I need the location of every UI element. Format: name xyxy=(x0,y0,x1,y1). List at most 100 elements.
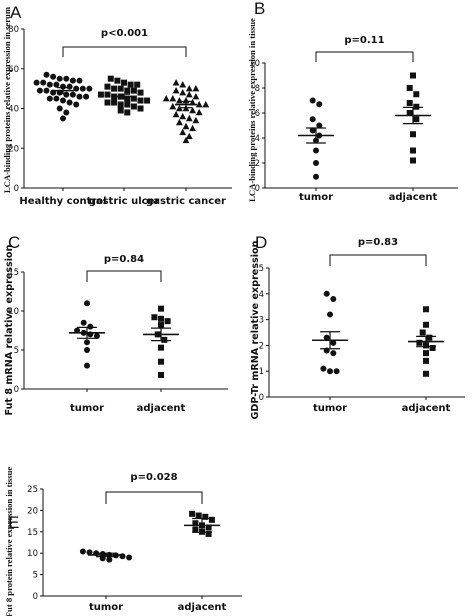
y-axis-label: LCA-binding proteins relative expression… xyxy=(247,18,257,202)
data-point-square xyxy=(429,344,436,351)
y-tick-label: 20 xyxy=(8,144,19,154)
data-point-square xyxy=(426,334,433,341)
data-point-circle xyxy=(80,319,87,326)
y-tick-label: 10 xyxy=(8,307,19,317)
data-point-square xyxy=(117,107,124,114)
data-point-circle xyxy=(316,101,323,108)
data-point-circle xyxy=(43,71,50,78)
p-value-label: p=0.028 xyxy=(130,472,177,483)
data-point-circle xyxy=(313,173,319,180)
data-point-triangle xyxy=(182,136,190,144)
significance-bracket xyxy=(62,46,187,57)
data-point-circle xyxy=(46,95,53,102)
data-point-circle xyxy=(53,81,60,88)
data-point-square xyxy=(104,99,111,106)
data-point-circle xyxy=(66,83,73,90)
data-point-square xyxy=(158,305,164,312)
category-label: tumor xyxy=(70,403,104,414)
data-point-circle xyxy=(76,93,83,100)
data-point-circle xyxy=(60,115,66,122)
data-point-circle xyxy=(323,334,330,341)
data-point-square xyxy=(208,516,215,523)
data-point-triangle xyxy=(182,122,190,130)
data-point-triangle xyxy=(192,92,200,100)
y-axis-label: Fut 8 protein relative expression in tis… xyxy=(4,467,14,616)
data-point-square xyxy=(410,147,416,154)
data-point-square xyxy=(406,110,413,116)
y-axis-label: GDP-Tr mRNA relative expression xyxy=(250,240,261,419)
data-point-triangle xyxy=(189,124,196,132)
data-point-square xyxy=(114,77,121,84)
data-point-circle xyxy=(87,323,94,330)
data-point-square xyxy=(121,79,127,86)
data-point-triangle xyxy=(176,96,183,104)
data-point-circle xyxy=(93,332,100,339)
data-point-circle xyxy=(56,75,63,82)
data-point-circle xyxy=(33,79,40,86)
category-label: Healthy control xyxy=(19,196,106,207)
y-tick-label: 8 xyxy=(255,84,260,94)
y-tick-label: 2 xyxy=(255,159,260,169)
data-point-circle xyxy=(119,553,126,560)
y-tick-label: 0 xyxy=(14,385,19,395)
data-point-circle xyxy=(76,77,83,84)
category-label: gastric cancer xyxy=(146,196,226,207)
data-point-triangle xyxy=(192,116,200,124)
y-tick-label: 0 xyxy=(14,184,19,194)
data-point-circle xyxy=(69,91,76,98)
data-point-circle xyxy=(309,116,316,123)
y-tick-label: 4 xyxy=(259,290,264,300)
data-point-triangle xyxy=(179,112,187,120)
data-point-square xyxy=(137,97,144,104)
panel-e: E 0 5 10 15 20 25 Fut 8 protein relative expres… xyxy=(4,467,242,616)
data-point-square xyxy=(202,513,209,520)
data-point-triangle xyxy=(189,106,196,114)
category-label: adjacent xyxy=(402,403,451,414)
data-point-triangle xyxy=(185,85,193,92)
data-point-circle xyxy=(330,339,337,346)
data-point-square xyxy=(192,520,199,527)
data-point-circle xyxy=(84,362,90,369)
y-tick-label: 4 xyxy=(255,134,260,144)
y-axis-label: Fut 8 mRNA relative expression xyxy=(4,244,15,415)
data-point-circle xyxy=(69,77,76,84)
category-label: gastric ulcer xyxy=(89,196,160,207)
data-point-square xyxy=(419,329,426,336)
data-point-square xyxy=(158,371,164,378)
y-tick-label: 0 xyxy=(259,393,264,403)
significance-bracket xyxy=(86,270,162,282)
y-tick-label: 10 xyxy=(27,549,38,559)
data-point-circle xyxy=(316,122,323,129)
data-point-triangle xyxy=(176,104,183,112)
data-point-triangle xyxy=(179,89,187,96)
data-point-triangle xyxy=(172,110,180,118)
panel-letter: B xyxy=(254,0,265,18)
data-point-square xyxy=(423,370,429,377)
data-point-square xyxy=(107,75,114,82)
data-point-circle xyxy=(333,368,340,375)
data-point-square xyxy=(413,103,420,110)
data-point-square xyxy=(130,95,137,102)
data-point-circle xyxy=(309,97,316,104)
data-point-triangle xyxy=(172,87,180,94)
panel-letter: E xyxy=(8,513,19,532)
category-label: tumor xyxy=(299,192,333,203)
y-tick-label: 10 xyxy=(249,59,260,69)
category-label: adjacent xyxy=(389,192,438,203)
data-point-circle xyxy=(74,327,81,334)
data-point-square xyxy=(410,131,416,138)
panel-letter: A xyxy=(10,3,22,22)
data-point-square xyxy=(130,103,137,110)
data-point-triangle xyxy=(176,118,183,126)
significance-bracket xyxy=(105,491,203,504)
y-tick-label: 2 xyxy=(259,341,264,351)
data-point-square xyxy=(410,157,416,164)
data-point-circle xyxy=(86,549,93,556)
y-tick-label: 0 xyxy=(255,184,260,194)
y-tick-label: 40 xyxy=(8,105,19,115)
data-point-triangle xyxy=(185,90,193,98)
data-point-triangle xyxy=(195,100,203,108)
